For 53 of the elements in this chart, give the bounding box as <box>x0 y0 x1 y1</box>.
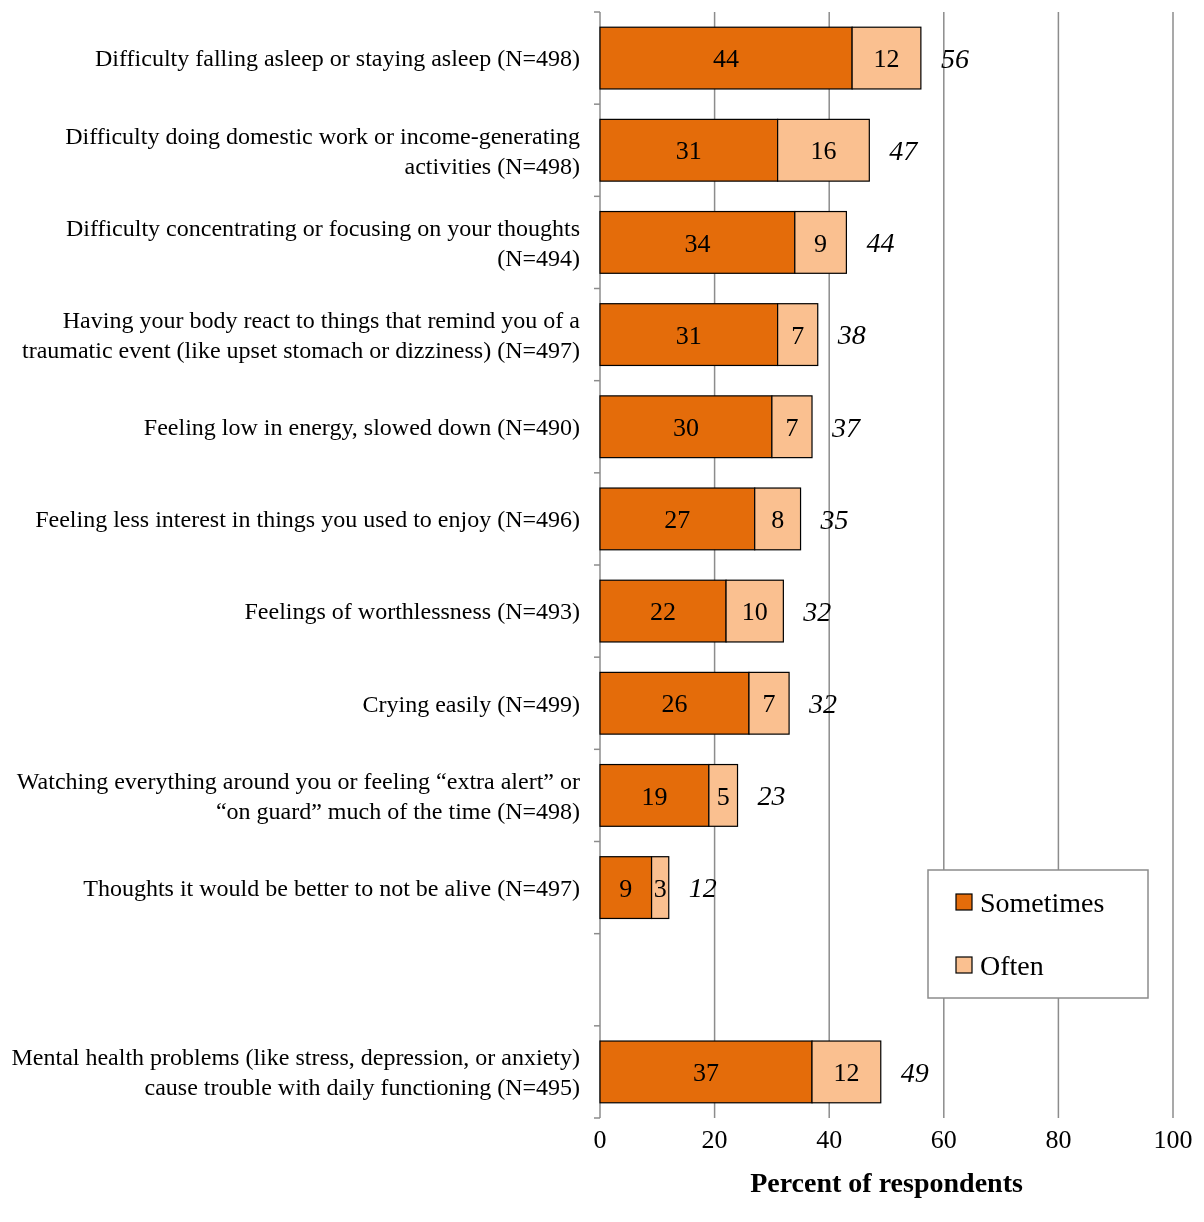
y-tick-label: Watching everything around you or feeling “extra alert” or “on guard” much of the time (N=498) <box>16 767 580 824</box>
y-tick-label: Feelings of worthlessness (N=493) <box>244 598 580 625</box>
data-label: 8 <box>771 505 785 535</box>
total-label: 32 <box>808 688 838 720</box>
legend-label: Sometimes <box>980 886 1105 918</box>
data-label: 12 <box>833 1058 860 1088</box>
total-label: 35 <box>819 503 849 535</box>
data-label: 31 <box>675 320 702 350</box>
data-label: 12 <box>873 44 900 74</box>
y-tick-label: Feeling less interest in things you used to enjoy (N=496) <box>35 506 580 533</box>
x-axis-title: Percent of respondents <box>750 1167 1023 1198</box>
x-tick-label: 20 <box>701 1125 728 1154</box>
data-label: 7 <box>791 320 805 350</box>
y-tick-label: Difficulty concentrating or focusing on your thoughts (N=494) <box>65 214 580 271</box>
y-tick-label: Crying easily (N=499) <box>362 690 580 717</box>
data-label: 5 <box>716 781 730 811</box>
data-label: 7 <box>785 412 799 442</box>
total-label: 49 <box>900 1056 929 1088</box>
y-tick-label: Thoughts it would be better to not be alive (N=497) <box>83 874 580 901</box>
total-label: 32 <box>802 595 832 627</box>
data-label: 9 <box>619 873 633 903</box>
y-tick-label: Difficulty falling asleep or staying asleep (N=498) <box>95 45 580 72</box>
total-label: 38 <box>836 319 866 351</box>
y-tick-label: Mental health problems (like stress, depression, or anxiety) cause trouble with daily functioning (N=495) <box>11 1044 580 1101</box>
x-tick-label: 80 <box>1045 1125 1072 1154</box>
data-label: 27 <box>664 505 691 535</box>
data-label: 26 <box>661 689 688 719</box>
data-label: 3 <box>653 873 667 903</box>
data-label: 10 <box>741 597 768 627</box>
data-label: 9 <box>814 228 828 258</box>
data-label: 16 <box>810 136 837 166</box>
data-label: 19 <box>641 781 668 811</box>
y-tick-label: Difficulty doing domestic work or income-generating activities (N=498) <box>65 122 580 179</box>
data-label: 31 <box>675 136 702 166</box>
x-tick-label: 100 <box>1153 1125 1193 1154</box>
data-label: 44 <box>713 44 740 74</box>
data-label: 37 <box>693 1058 720 1088</box>
x-tick-label: 0 <box>593 1125 607 1154</box>
total-label: 56 <box>940 42 969 74</box>
data-label: 7 <box>762 689 776 719</box>
legend-label: Often <box>980 949 1044 981</box>
total-label: 12 <box>688 872 717 904</box>
x-tick-label: 40 <box>816 1125 843 1154</box>
y-tick-label: Having your body react to things that remind you of a traumatic event (like upset stomach or dizziness) (N=497) <box>21 306 581 363</box>
total-label: 44 <box>866 227 895 259</box>
total-label: 37 <box>831 411 862 443</box>
total-label: 47 <box>889 135 919 167</box>
y-tick-label: Feeling low in energy, slowed down (N=490) <box>143 414 580 441</box>
data-label: 22 <box>650 597 677 627</box>
data-label: 34 <box>684 228 711 258</box>
total-label: 23 <box>757 780 786 812</box>
data-label: 30 <box>672 412 699 442</box>
x-tick-label: 60 <box>930 1125 957 1154</box>
